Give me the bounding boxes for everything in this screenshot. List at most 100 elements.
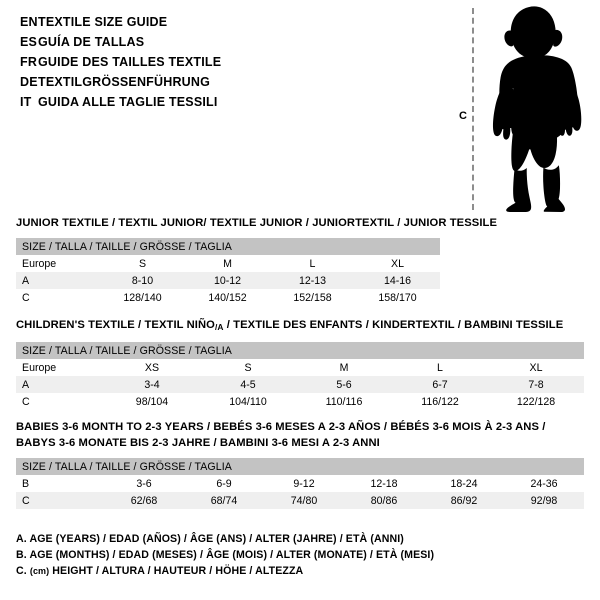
children-row-c-v4: 122/128 bbox=[488, 393, 585, 410]
section-children-textile: CHILDREN'S TEXTILE / TEXTIL NIÑO/A / TEX… bbox=[0, 317, 585, 410]
babies-row-b-v5: 24-36 bbox=[504, 475, 585, 492]
babies-row-b-v4: 18-24 bbox=[424, 475, 504, 492]
children-col-0: Europe bbox=[16, 359, 104, 376]
babies-row-c-v2: 74/80 bbox=[264, 492, 344, 509]
legend-line-c: C. (cm) HEIGHT / ALTURA / HAUTEUR / HÖHE… bbox=[16, 563, 576, 579]
junior-col-2: M bbox=[185, 255, 270, 272]
babies-row-b-v2: 9-12 bbox=[264, 475, 344, 492]
children-column-header-row: Europe XS S M L XL bbox=[16, 359, 585, 376]
children-col-3: M bbox=[296, 359, 392, 376]
babies-band-label: SIZE / TALLA / TAILLE / GRÖSSE / TAGLIA bbox=[16, 458, 585, 475]
table-row: C 98/104 104/110 110/116 116/122 122/128 bbox=[16, 393, 585, 410]
legend-line-a: A. AGE (YEARS) / EDAD (AÑOS) / ÂGE (ANS)… bbox=[16, 533, 404, 545]
language-row-fr: FR GUIDE DES TAILLES TEXTILE bbox=[0, 52, 430, 72]
language-row-en: EN TEXTILE SIZE GUIDE bbox=[0, 12, 430, 32]
babies-band-header-row: SIZE / TALLA / TAILLE / GRÖSSE / TAGLIA bbox=[16, 458, 585, 475]
junior-col-0: Europe bbox=[16, 255, 100, 272]
language-row-es: ES GUÍA DE TALLAS bbox=[0, 32, 430, 52]
language-title-en: TEXTILE SIZE GUIDE bbox=[38, 15, 168, 29]
section-title-junior: JUNIOR TEXTILE / TEXTIL JUNIOR/ TEXTILE … bbox=[16, 217, 498, 229]
children-row-a-label: A bbox=[16, 376, 104, 393]
junior-row-c-label: C bbox=[16, 289, 100, 306]
height-illustration: C bbox=[440, 4, 600, 214]
children-col-4: L bbox=[392, 359, 488, 376]
table-row: A 8-10 10-12 12-13 14-16 bbox=[16, 272, 441, 289]
children-col-1: XS bbox=[104, 359, 200, 376]
section-title-children-post: / TEXTILE DES ENFANTS / KINDERTEXTIL / B… bbox=[223, 319, 564, 331]
children-row-c-label: C bbox=[16, 393, 104, 410]
children-size-table: SIZE / TALLA / TAILLE / GRÖSSE / TAGLIA … bbox=[16, 342, 585, 410]
table-row: B 3-6 6-9 9-12 12-18 18-24 24-36 bbox=[16, 475, 585, 492]
legend-line-b: B. AGE (MONTHS) / EDAD (MESES) / ÂGE (MO… bbox=[16, 549, 435, 561]
babies-row-b-label: B bbox=[16, 475, 104, 492]
junior-col-3: L bbox=[270, 255, 355, 272]
children-col-2: S bbox=[200, 359, 296, 376]
babies-row-b-v1: 6-9 bbox=[184, 475, 264, 492]
children-band-header-row: SIZE / TALLA / TAILLE / GRÖSSE / TAGLIA bbox=[16, 342, 585, 359]
legend-line-c-post: HEIGHT / ALTURA / HAUTEUR / HÖHE / ALTEZ… bbox=[49, 565, 304, 577]
legend-line-c-unit: (cm) bbox=[29, 566, 50, 576]
language-title-de: TEXTILGRÖSSENFÜHRUNG bbox=[38, 75, 211, 89]
junior-size-table: SIZE / TALLA / TAILLE / GRÖSSE / TAGLIA … bbox=[16, 238, 441, 306]
language-title-es: GUÍA DE TALLAS bbox=[38, 35, 145, 49]
table-row: C 62/68 68/74 74/80 80/86 86/92 92/98 bbox=[16, 492, 585, 509]
language-code-fr: FR bbox=[20, 55, 38, 69]
children-row-c-v1: 104/110 bbox=[200, 393, 296, 410]
junior-row-a-v1: 10-12 bbox=[185, 272, 270, 289]
language-row-de: DE TEXTILGRÖSSENFÜHRUNG bbox=[0, 72, 430, 92]
section-title-children-sub: /A bbox=[214, 322, 224, 332]
section-babies-textile: BABIES 3-6 MONTH TO 2-3 YEARS / BEBÉS 3-… bbox=[0, 419, 585, 509]
junior-row-a-v0: 8-10 bbox=[100, 272, 185, 289]
children-row-a-v1: 4-5 bbox=[200, 376, 296, 393]
height-dashed-line bbox=[472, 8, 474, 210]
babies-size-table: SIZE / TALLA / TAILLE / GRÖSSE / TAGLIA … bbox=[16, 458, 585, 509]
babies-row-c-v5: 92/98 bbox=[504, 492, 585, 509]
junior-row-c-v1: 140/152 bbox=[185, 289, 270, 306]
junior-row-c-v3: 158/170 bbox=[355, 289, 441, 306]
children-row-a-v0: 3-4 bbox=[104, 376, 200, 393]
legend-line-c-pre: C. bbox=[16, 565, 30, 577]
language-code-de: DE bbox=[20, 75, 38, 89]
junior-band-header-row: SIZE / TALLA / TAILLE / GRÖSSE / TAGLIA bbox=[16, 238, 441, 255]
section-title-babies-line2: BABYS 3-6 MONATE BIS 2-3 JAHRE / BAMBINI… bbox=[16, 437, 380, 449]
language-title-fr: GUIDE DES TAILLES TEXTILE bbox=[38, 55, 222, 69]
babies-row-c-v0: 62/68 bbox=[104, 492, 184, 509]
children-row-c-v0: 98/104 bbox=[104, 393, 200, 410]
babies-row-c-v4: 86/92 bbox=[424, 492, 504, 509]
section-title-children: CHILDREN'S TEXTILE / TEXTIL NIÑO/A / TEX… bbox=[0, 317, 584, 335]
children-row-a-v4: 7-8 bbox=[488, 376, 585, 393]
babies-row-c-v1: 68/74 bbox=[184, 492, 264, 509]
junior-row-c-v2: 152/158 bbox=[270, 289, 355, 306]
table-row: A 3-4 4-5 5-6 6-7 7-8 bbox=[16, 376, 585, 393]
height-marker-label: C bbox=[458, 109, 468, 124]
junior-row-c-v0: 128/140 bbox=[100, 289, 185, 306]
junior-column-header-row: Europe S M L XL bbox=[16, 255, 441, 272]
babies-row-b-v3: 12-18 bbox=[344, 475, 424, 492]
children-row-c-v2: 110/116 bbox=[296, 393, 392, 410]
measurement-legend: A. AGE (YEARS) / EDAD (AÑOS) / ÂGE (ANS)… bbox=[0, 531, 576, 579]
table-row: C 128/140 140/152 152/158 158/170 bbox=[16, 289, 441, 306]
children-row-a-v2: 5-6 bbox=[296, 376, 392, 393]
babies-row-c-v3: 80/86 bbox=[344, 492, 424, 509]
junior-col-1: S bbox=[100, 255, 185, 272]
children-band-label: SIZE / TALLA / TAILLE / GRÖSSE / TAGLIA bbox=[16, 342, 585, 359]
babies-row-c-label: C bbox=[16, 492, 104, 509]
section-junior-textile: JUNIOR TEXTILE / TEXTIL JUNIOR/ TEXTILE … bbox=[0, 215, 497, 306]
language-row-it: IT GUIDA ALLE TAGLIE TESSILI bbox=[0, 92, 430, 112]
junior-row-a-label: A bbox=[16, 272, 100, 289]
children-col-5: XL bbox=[488, 359, 585, 376]
child-silhouette-icon bbox=[492, 6, 582, 212]
children-row-c-v3: 116/122 bbox=[392, 393, 488, 410]
children-row-a-v3: 6-7 bbox=[392, 376, 488, 393]
junior-band-label: SIZE / TALLA / TAILLE / GRÖSSE / TAGLIA bbox=[16, 238, 441, 255]
language-code-it: IT bbox=[20, 95, 32, 109]
language-code-en: EN bbox=[20, 15, 38, 29]
section-title-children-pre: CHILDREN'S TEXTILE / TEXTIL NIÑO bbox=[16, 319, 215, 331]
section-title-babies-line1: BABIES 3-6 MONTH TO 2-3 YEARS / BEBÉS 3-… bbox=[16, 421, 546, 433]
language-title-list: EN TEXTILE SIZE GUIDE ES GUÍA DE TALLAS … bbox=[0, 12, 430, 112]
junior-col-4: XL bbox=[355, 255, 441, 272]
language-title-it: GUIDA ALLE TAGLIE TESSILI bbox=[38, 95, 218, 109]
junior-row-a-v2: 12-13 bbox=[270, 272, 355, 289]
junior-row-a-v3: 14-16 bbox=[355, 272, 441, 289]
language-code-es: ES bbox=[20, 35, 38, 49]
